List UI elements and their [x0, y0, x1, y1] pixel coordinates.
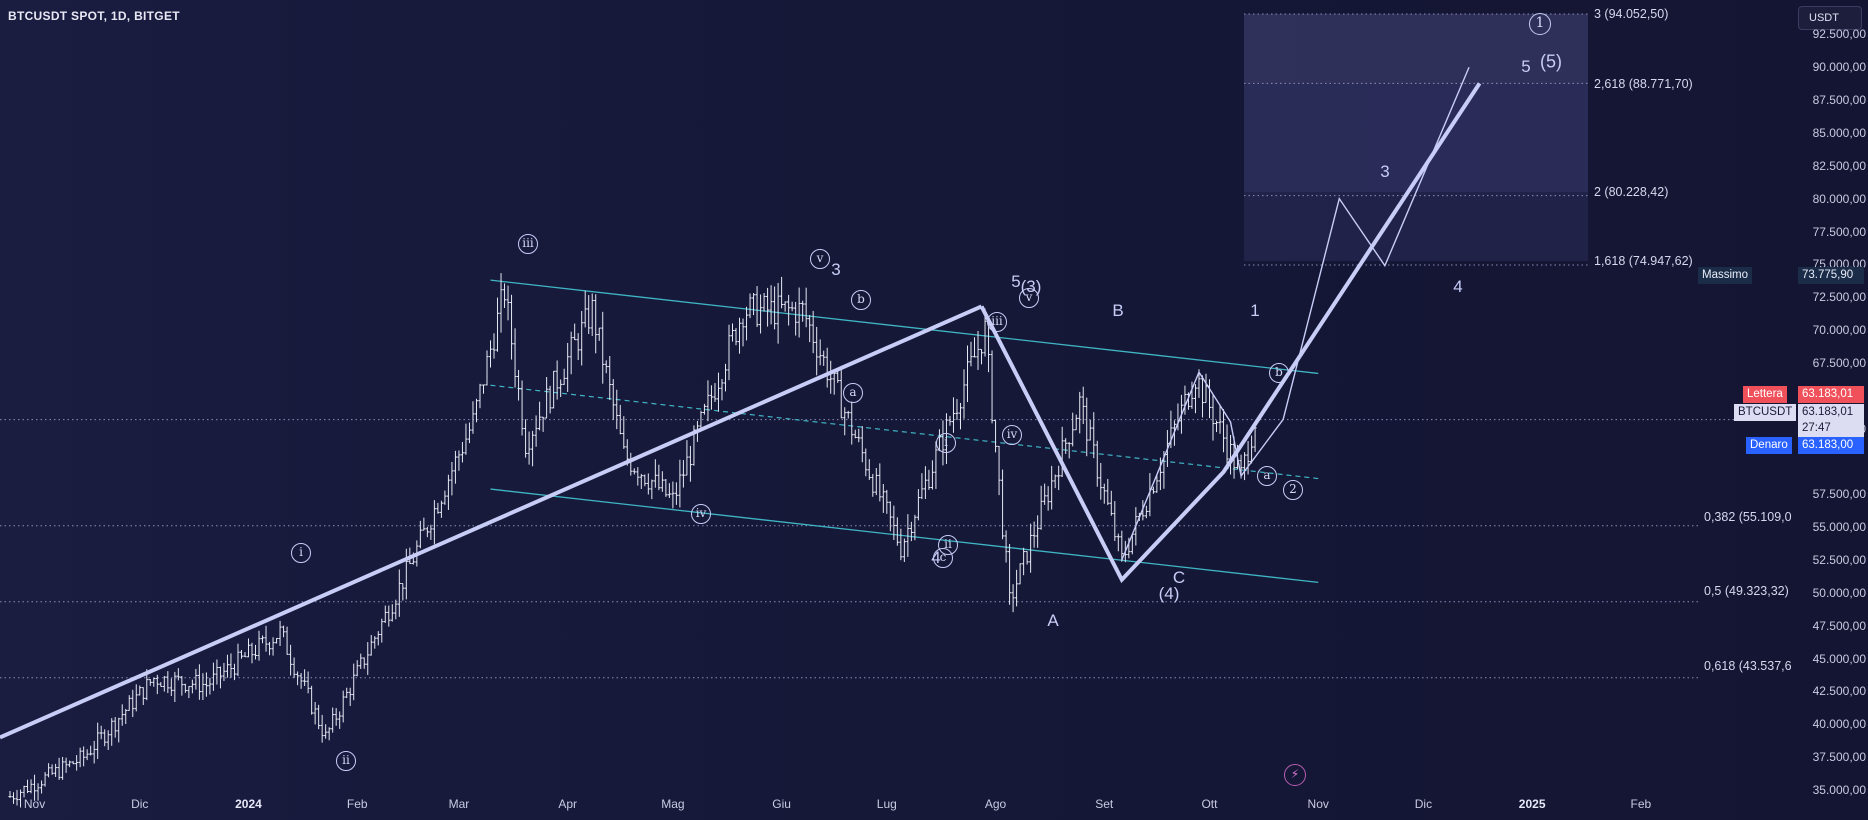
fib-level-05: 0,5 (49.323,32) — [1704, 584, 1789, 598]
time-axis-label: Set — [1095, 797, 1114, 811]
price-axis-label: 80.000,00 — [1812, 191, 1866, 206]
wave-label-circled-v-2: v — [1019, 288, 1039, 308]
price-axis-label: 57.500,00 — [1812, 487, 1866, 502]
price-axis-label: 72.500,00 — [1812, 290, 1866, 305]
lightning-icon[interactable]: ⚡ — [1284, 764, 1306, 786]
fib-extension-zone — [1244, 14, 1588, 261]
wave-label-circled-iv-2: iv — [1002, 425, 1022, 445]
wave-path-main — [979, 82, 1482, 584]
lettera-tag-value: 63.183,01 — [1798, 386, 1864, 403]
price-axis-label: 77.500,00 — [1812, 224, 1866, 239]
fib-level-0382: 0,382 (55.109,0 — [1704, 510, 1792, 524]
fib-extension-zone-mid — [1244, 84, 1588, 192]
time-axis-label: 2024 — [235, 797, 262, 811]
wave-label-C: C — [1172, 568, 1186, 587]
symbol-tag-value: 63.183,01 — [1798, 404, 1864, 421]
time-axis-label: Apr — [558, 797, 577, 811]
price-axis-label: 85.000,00 — [1812, 125, 1866, 140]
wave-path-projection — [1121, 66, 1470, 561]
time-axis-label: Dic — [131, 797, 149, 811]
wave-label-A: A — [1047, 611, 1059, 630]
wave-label-circled-a: a — [843, 383, 863, 403]
fib-level-2618: 2,618 (88.771,70) — [1594, 77, 1693, 91]
fib-level-3: 3 (94.052,50) — [1594, 7, 1669, 21]
wave-label-3-projection: 3 — [1380, 162, 1390, 181]
denaro-tag-value: 63.183,00 — [1798, 437, 1864, 454]
wave-label-4-small: 4 — [1051, 272, 1052, 273]
time-axis-label: Ott — [1201, 797, 1218, 811]
wave-label-circled-i-2: i — [936, 433, 956, 453]
price-axis-label: 42.500,00 — [1812, 684, 1866, 699]
wave-label-circled-a-2: a — [1257, 466, 1277, 486]
channel-mid-line — [490, 384, 1319, 480]
time-axis-label: Nov — [23, 797, 46, 811]
wave-label-3-top: 3 — [831, 260, 841, 279]
price-axis-label: 37.500,00 — [1812, 750, 1866, 765]
wave-label-circled-c: c — [933, 548, 953, 568]
price-axis-label: 82.500,00 — [1812, 158, 1866, 173]
wave-label-5-paren: (5) — [1540, 51, 1562, 72]
trendline-main — [0, 304, 983, 740]
countdown-tag: 27:47 — [1798, 420, 1864, 437]
wave-label-circled-v: v — [810, 249, 830, 269]
wave-label-4-left: 4 — [931, 548, 941, 567]
fib-level-0618: 0,618 (43.537,6 — [1704, 659, 1792, 673]
time-axis-label: 2025 — [1518, 797, 1546, 811]
time-axis-label: Ago — [984, 797, 1007, 811]
wave-label-circled-b-2: b — [1269, 363, 1289, 383]
time-axis-label: Feb — [1630, 797, 1652, 811]
price-axis-label: 52.500,00 — [1812, 553, 1866, 568]
time-axis-label: Mag — [661, 797, 685, 811]
chart-title: BTCUSDT SPOT, 1D, BITGET — [8, 9, 180, 23]
price-axis-label: 87.500,00 — [1812, 93, 1866, 108]
price-axis-label: 45.000,00 — [1812, 651, 1866, 666]
time-axis-label: Giu — [772, 797, 791, 811]
wave-label-circled-1: 1 — [1529, 13, 1551, 35]
time-axis-label: Lug — [876, 797, 897, 811]
channel-upper-line — [490, 279, 1319, 375]
wave-label-circled-iv: iv — [691, 504, 711, 524]
wave-label-circled-ii: ii — [336, 751, 356, 771]
lettera-tag-label: Lettera — [1743, 386, 1787, 403]
wave-label-circled-2: 2 — [1283, 480, 1303, 500]
wave-label-4-projection: 4 — [1453, 277, 1463, 296]
price-axis-label: 35.000,00 — [1812, 783, 1866, 797]
price-axis-label: 70.000,00 — [1812, 323, 1866, 338]
symbol-tag-label: BTCUSDT — [1734, 404, 1797, 421]
time-axis-label: Nov — [1307, 797, 1329, 811]
denaro-tag-label: Denaro — [1746, 437, 1792, 454]
time-axis-label: Mar — [448, 797, 470, 811]
wave-label-circled-iii: iii — [518, 234, 538, 254]
price-axis-label: 55.000,00 — [1812, 520, 1866, 535]
price-axis-label: 92.500,00 — [1812, 27, 1866, 42]
price-axis-label: 90.000,00 — [1812, 60, 1866, 75]
fib-level-2: 2 (80.228,42) — [1594, 185, 1669, 199]
currency-selector-button[interactable]: USDT — [1798, 6, 1862, 30]
wave-label-B: B — [1112, 301, 1124, 320]
price-axis-label: 40.000,00 — [1812, 717, 1866, 732]
wave-label-5: 5 — [1521, 57, 1531, 76]
wave-label-3-paren: (3) — [1020, 277, 1042, 296]
wave-label-1: 1 — [1250, 301, 1260, 320]
channel-lower-line — [490, 488, 1319, 584]
price-axis-label: 47.500,00 — [1812, 618, 1866, 633]
fib-level-1618: 1,618 (74.947,62) — [1594, 254, 1693, 268]
time-axis-label: Dic — [1414, 797, 1433, 811]
price-axis-label: 67.500,00 — [1812, 355, 1866, 370]
price-axis-label: 50.000,00 — [1812, 585, 1866, 600]
massimo-tag-label: Massimo — [1698, 267, 1753, 284]
time-axis-label: Feb — [346, 797, 368, 811]
wave-label-circled-i: i — [291, 543, 311, 563]
wave-label-5-mid: 5 — [1011, 272, 1021, 291]
wave-label-circled-iii-2: iii — [987, 312, 1007, 332]
wave-label-circled-b: b — [851, 290, 871, 310]
wave-label-4-paren: (4) — [1158, 584, 1180, 603]
massimo-tag-value: 73.775,90 — [1798, 267, 1864, 284]
